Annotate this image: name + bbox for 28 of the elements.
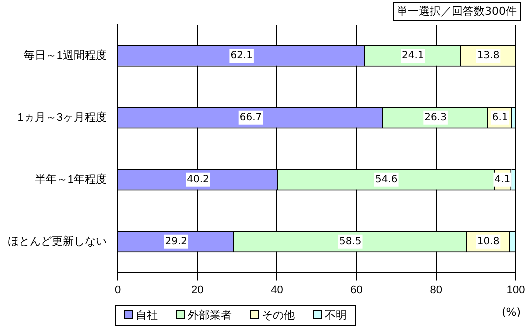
y-tick-label: 1ヵ月～3ヶ月程度 <box>18 110 107 124</box>
x-tick-label: 40 <box>271 284 284 296</box>
data-label: 66.7 <box>240 112 262 124</box>
data-label: 40.2 <box>187 174 210 186</box>
text: 単一選択／回答数300件 <box>393 2 521 21</box>
data-label: 13.8 <box>477 50 500 62</box>
data-label: 29.2 <box>165 236 188 248</box>
y-tick-label: 半年～1年程度 <box>34 172 107 186</box>
legend-label: その他 <box>261 308 295 323</box>
x-tick-label: 0 <box>114 284 122 296</box>
data-label: 4.1 <box>494 174 511 186</box>
x-tick-label: 20 <box>191 284 204 296</box>
legend-label: 外部業者 <box>187 308 232 323</box>
data-label: 58.5 <box>340 236 362 248</box>
data-label: 10.8 <box>477 236 500 248</box>
x-tick-label: 100 <box>506 284 526 296</box>
data-label: 62.1 <box>230 50 253 62</box>
data-label: 26.3 <box>424 112 447 124</box>
legend-label: 不明 <box>324 308 347 323</box>
y-tick-label: 毎日～1週間程度 <box>24 49 107 62</box>
data-label: 24.1 <box>402 50 424 62</box>
x-tick-label: 60 <box>350 284 363 296</box>
y-tick-label: ほとんど更新しない <box>8 234 107 248</box>
x-axis-title: (%) <box>502 306 521 319</box>
data-label: 54.6 <box>376 174 398 186</box>
legend-label: 自社 <box>135 308 158 323</box>
x-tick-label: 80 <box>430 284 443 296</box>
data-label: 6.1 <box>492 112 508 124</box>
